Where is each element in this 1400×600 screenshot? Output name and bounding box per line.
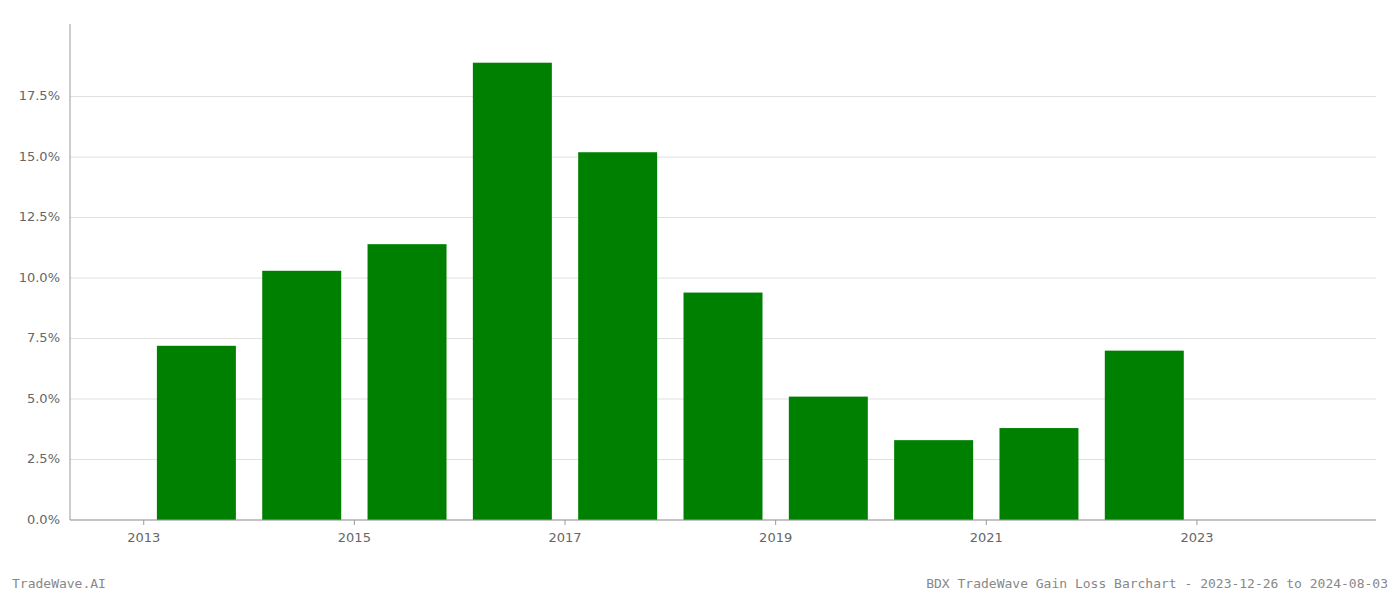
y-tick-label: 15.0% <box>19 149 60 164</box>
bar <box>684 293 763 520</box>
chart: 0.0% 2.5% 5.0% 7.5% 10.0% 12.5% 15.0% 17.5% 2013… <box>0 0 1400 600</box>
bar <box>262 271 341 520</box>
bar <box>473 63 552 520</box>
grid-line <box>70 217 1376 218</box>
footer-left: TradeWave.AI <box>12 576 106 591</box>
bar <box>1105 351 1184 520</box>
x-tick <box>565 520 566 525</box>
y-axis-line <box>70 24 71 520</box>
bar <box>368 244 447 520</box>
y-tick-label: 12.5% <box>19 209 60 224</box>
x-tick-label: 2013 <box>127 530 160 545</box>
bar <box>894 440 973 520</box>
grid-line <box>70 520 1376 521</box>
x-tick-label: 2017 <box>548 530 581 545</box>
y-tick-label: 17.5% <box>19 88 60 103</box>
bar <box>157 346 236 520</box>
bar <box>578 152 657 520</box>
y-tick-label: 2.5% <box>27 451 60 466</box>
x-axis-line <box>70 520 1376 521</box>
x-axis: 2013 2015 2017 2019 2021 2023 <box>70 520 1376 545</box>
chart-container: 0.0% 2.5% 5.0% 7.5% 10.0% 12.5% 15.0% 17.5% 2013… <box>0 0 1400 600</box>
grid-line <box>70 96 1376 97</box>
x-tick <box>354 520 355 525</box>
y-tick-label: 5.0% <box>27 391 60 406</box>
y-axis: 0.0% 2.5% 5.0% 7.5% 10.0% 12.5% 15.0% 17.5% <box>19 24 70 527</box>
x-tick-label: 2021 <box>970 530 1003 545</box>
bars <box>157 63 1184 520</box>
x-tick-label: 2015 <box>338 530 371 545</box>
x-tick <box>143 520 144 525</box>
grid <box>70 97 1376 520</box>
y-tick-label: 0.0% <box>27 512 60 527</box>
grid-line <box>70 157 1376 158</box>
y-tick-label: 10.0% <box>19 270 60 285</box>
x-tick-label: 2023 <box>1180 530 1213 545</box>
y-tick-label: 7.5% <box>27 330 60 345</box>
footer-right: BDX TradeWave Gain Loss Barchart - 2023-… <box>926 576 1388 591</box>
bar <box>999 428 1078 520</box>
bar <box>789 397 868 520</box>
x-tick <box>1196 520 1197 525</box>
x-tick <box>986 520 987 525</box>
x-tick <box>775 520 776 525</box>
x-tick-label: 2019 <box>759 530 792 545</box>
